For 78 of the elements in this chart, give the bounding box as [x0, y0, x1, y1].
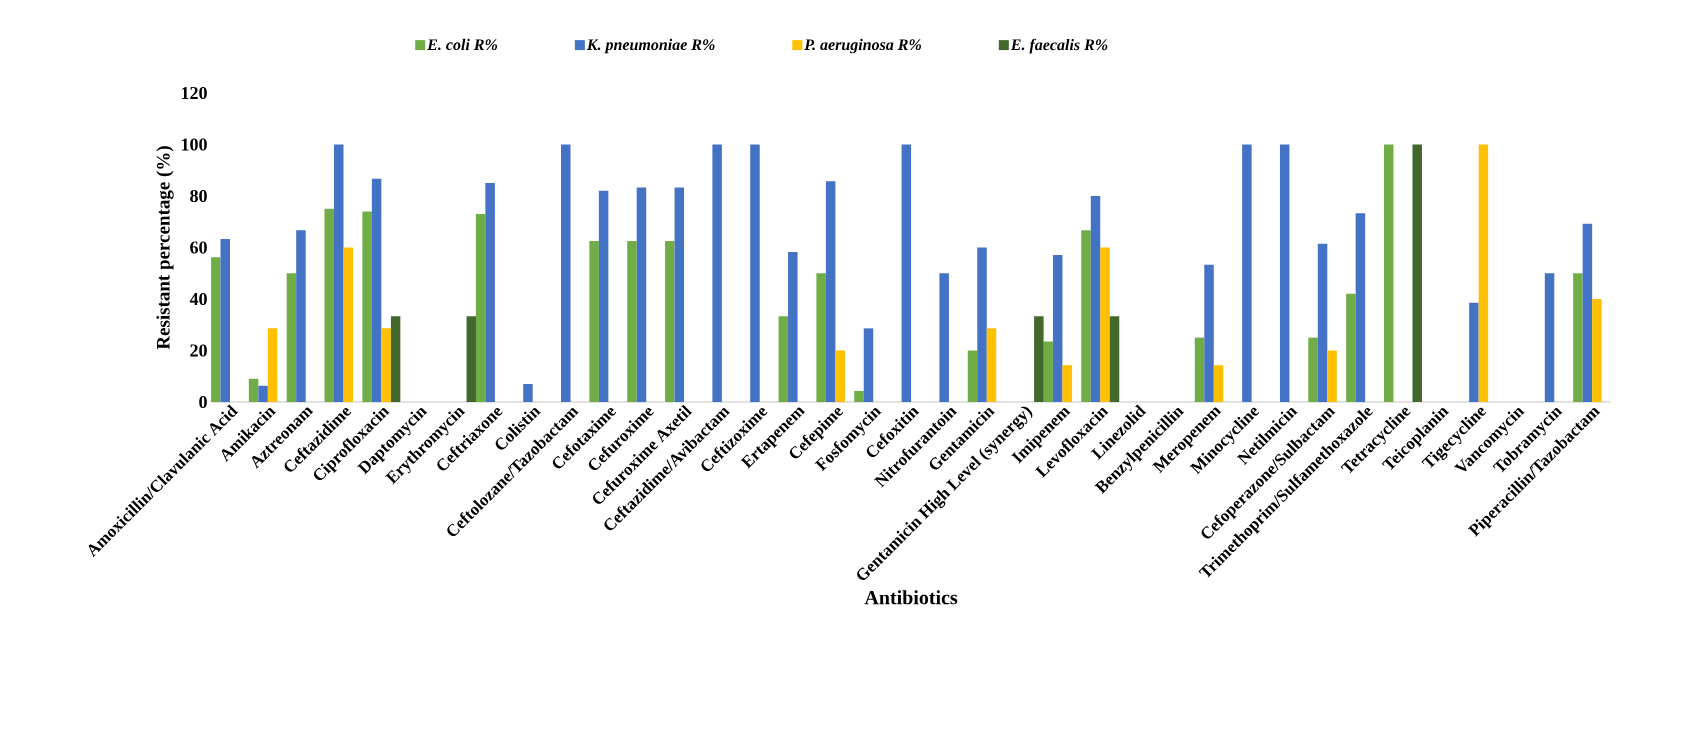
legend-label: P. aeruginosa R%: [804, 38, 921, 54]
bar: [863, 328, 874, 402]
bar: [1204, 264, 1214, 402]
bar: [1062, 365, 1072, 402]
bar: [1573, 273, 1583, 402]
y-tick-label: 0: [199, 395, 207, 409]
bar: [816, 273, 826, 402]
bar: [1469, 302, 1479, 402]
bar: [977, 247, 987, 402]
bar: [854, 390, 864, 402]
bar: [211, 257, 221, 402]
bar: [485, 183, 495, 402]
bar: [1317, 243, 1328, 402]
y-tick-label: 20: [190, 344, 207, 357]
bar: [986, 328, 997, 402]
bar: [1242, 144, 1252, 402]
bar: [712, 144, 722, 402]
bar: [258, 385, 268, 402]
bar: [267, 328, 278, 402]
bar: [475, 214, 486, 402]
bar: [1355, 213, 1366, 402]
bar: [561, 144, 571, 402]
bar: [1109, 316, 1120, 402]
y-tick-label: 120: [181, 86, 207, 100]
bar: [1592, 299, 1602, 402]
bar: [1043, 341, 1053, 402]
bar: [1090, 196, 1101, 402]
bar: [343, 247, 354, 402]
bar: [1213, 365, 1224, 402]
bar: [674, 187, 685, 402]
bar: [390, 316, 401, 402]
bar: [1279, 144, 1290, 402]
bar: [1412, 144, 1422, 402]
bar: [825, 181, 836, 402]
bar: [901, 144, 912, 402]
x-axis-title: Antibiotics: [864, 590, 958, 605]
y-tick-label: 40: [189, 292, 207, 306]
bar: [466, 316, 477, 402]
bar: [362, 211, 372, 402]
bar: [324, 208, 335, 402]
bar: [665, 241, 675, 402]
bar: [523, 383, 533, 402]
bar: [1327, 350, 1337, 402]
bar: [220, 239, 230, 402]
bar: [286, 273, 297, 402]
bar: [248, 378, 259, 402]
bar: [598, 190, 609, 402]
bar: [1582, 223, 1593, 402]
bar: [939, 273, 949, 402]
bar: [1100, 247, 1110, 402]
bar: [1034, 316, 1044, 402]
bar: [1052, 254, 1063, 402]
bar: [1544, 273, 1555, 402]
bar: [967, 350, 978, 402]
y-axis-title: Resistant percentage (%): [156, 146, 174, 350]
bar: [636, 187, 647, 402]
bar: [627, 241, 637, 402]
bar: [1346, 293, 1356, 402]
bar: [1308, 337, 1318, 402]
bar: [778, 316, 789, 402]
legend-label: E. faecalis R%: [1010, 38, 1108, 54]
bar: [381, 328, 391, 402]
bar: [835, 350, 845, 402]
y-tick-label: 80: [190, 189, 207, 203]
bar: [750, 144, 760, 402]
bar: [296, 230, 306, 402]
bar: [788, 251, 798, 402]
bar: [1478, 144, 1489, 402]
bar: [589, 241, 599, 402]
y-tick-label: 100: [181, 138, 207, 151]
y-tick-label: 60: [190, 241, 207, 254]
bar: [1383, 144, 1394, 402]
legend-label: K. pneumoniae R%: [586, 38, 715, 54]
bar: [334, 144, 344, 402]
bar: [371, 178, 382, 402]
bar: [1194, 337, 1205, 402]
bar: [1081, 230, 1091, 402]
legend-label: E. coli R%: [427, 38, 498, 51]
